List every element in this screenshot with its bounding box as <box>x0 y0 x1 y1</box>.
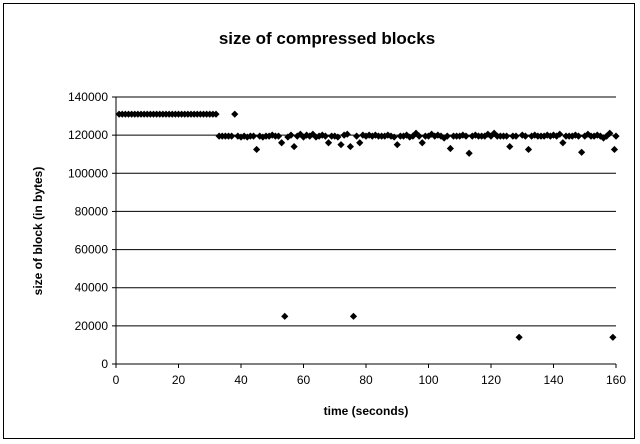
data-point <box>609 333 617 341</box>
data-point <box>228 132 236 140</box>
data-point <box>462 132 470 140</box>
grid-lines <box>116 96 616 327</box>
data-point <box>231 110 239 118</box>
data-point <box>393 141 401 149</box>
data-point <box>321 132 329 140</box>
data-point <box>524 145 533 154</box>
y-axis-title: size of block (in bytes) <box>31 167 45 296</box>
data-point <box>324 139 333 147</box>
x-axis-ticks: 0 20 40 60 80 100 120 140 160 <box>113 364 626 387</box>
data-point <box>249 132 258 140</box>
data-point <box>418 139 426 147</box>
y-tick-label: 20000 <box>75 319 109 333</box>
data-point <box>521 132 529 140</box>
data-point <box>346 142 354 151</box>
data-point <box>446 144 454 153</box>
data-point <box>390 133 398 141</box>
data-point <box>610 145 619 154</box>
data-point <box>212 110 220 118</box>
data-point <box>281 312 289 320</box>
y-tick-label: 80000 <box>75 204 109 218</box>
x-tick-label: 140 <box>543 373 563 387</box>
data-point <box>465 149 473 157</box>
x-tick-label: 20 <box>172 373 186 387</box>
data-point <box>343 130 351 138</box>
y-tick-label: 100000 <box>68 166 108 180</box>
y-tick-label: 60000 <box>75 243 109 257</box>
data-point <box>274 132 283 140</box>
data-point <box>559 139 567 147</box>
data-points <box>115 110 620 341</box>
y-tick-label: 40000 <box>75 281 109 295</box>
data-point <box>574 132 583 140</box>
data-point <box>512 132 520 140</box>
data-point <box>353 132 361 140</box>
data-point <box>278 139 286 147</box>
data-point <box>612 132 620 140</box>
data-point <box>253 145 261 154</box>
chart-frame <box>3 3 635 439</box>
x-tick-label: 40 <box>234 373 248 387</box>
data-point <box>356 139 364 147</box>
data-point <box>606 129 614 137</box>
data-point <box>334 133 342 141</box>
x-tick-label: 80 <box>359 373 373 387</box>
x-tick-label: 120 <box>481 373 501 387</box>
x-tick-label: 60 <box>297 373 311 387</box>
data-point <box>515 333 523 341</box>
y-tick-label: 0 <box>101 357 108 371</box>
x-tick-label: 0 <box>113 373 120 387</box>
data-point <box>415 132 423 140</box>
y-tick-label: 140000 <box>68 90 108 104</box>
y-axis-ticks: 0 20000 40000 60000 80000 100000 120000 140000 <box>68 90 116 371</box>
x-tick-label: 160 <box>606 373 626 387</box>
data-point <box>556 130 564 138</box>
chart-title: size of compressed blocks <box>219 29 435 48</box>
data-point <box>578 148 586 156</box>
x-axis-title: time (seconds) <box>324 404 409 418</box>
data-point <box>503 132 511 140</box>
y-tick-label: 120000 <box>68 128 108 142</box>
data-point <box>287 131 295 139</box>
data-point <box>506 142 514 151</box>
data-point <box>290 142 298 151</box>
x-tick-label: 100 <box>418 373 438 387</box>
data-point <box>349 312 358 320</box>
data-point <box>337 141 345 149</box>
data-point <box>443 132 451 140</box>
